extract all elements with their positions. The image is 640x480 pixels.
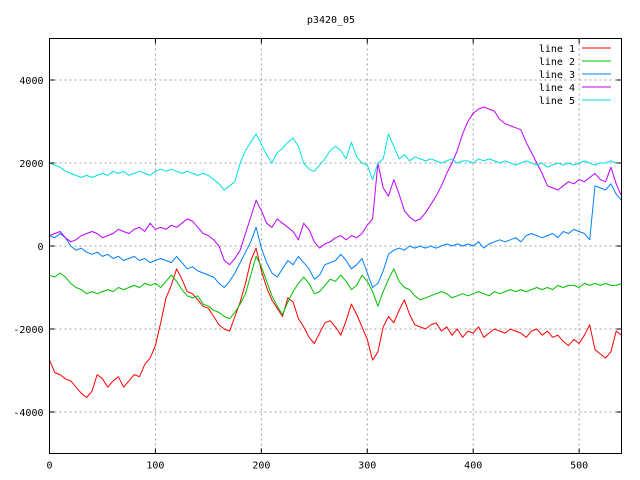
axis-ticks: 0 100 200 300 400 500 -4000 -2000 0 2000 4000 <box>13 38 622 472</box>
legend-label: line 1 <box>539 44 575 55</box>
y-tick-label: -2000 <box>13 325 43 336</box>
series-group <box>49 106 622 398</box>
x-tick-label: 500 <box>570 461 588 472</box>
y-tick-label: -4000 <box>13 408 43 419</box>
legend-label: line 2 <box>539 57 575 68</box>
grid <box>49 38 622 454</box>
legend: line 1 line 2 line 3 line 4 line 5 <box>539 44 611 107</box>
x-tick-label: 200 <box>252 461 270 472</box>
legend-label: line 4 <box>539 83 575 94</box>
series-line-2 <box>49 255 622 320</box>
chart-title: p3420_05 <box>307 15 355 26</box>
x-tick-label: 400 <box>464 461 482 472</box>
series-line-1 <box>49 247 622 398</box>
x-tick-label: 300 <box>358 461 376 472</box>
y-tick-label: 4000 <box>19 76 43 87</box>
x-tick-label: 0 <box>46 461 52 472</box>
series-line-5 <box>49 133 622 191</box>
series-line-4 <box>49 106 622 266</box>
y-tick-label: 0 <box>37 242 43 253</box>
y-tick-label: 2000 <box>19 159 43 170</box>
x-tick-label: 100 <box>146 461 164 472</box>
legend-label: line 5 <box>539 96 575 107</box>
series-line-3 <box>49 183 622 288</box>
legend-label: line 3 <box>539 70 575 81</box>
